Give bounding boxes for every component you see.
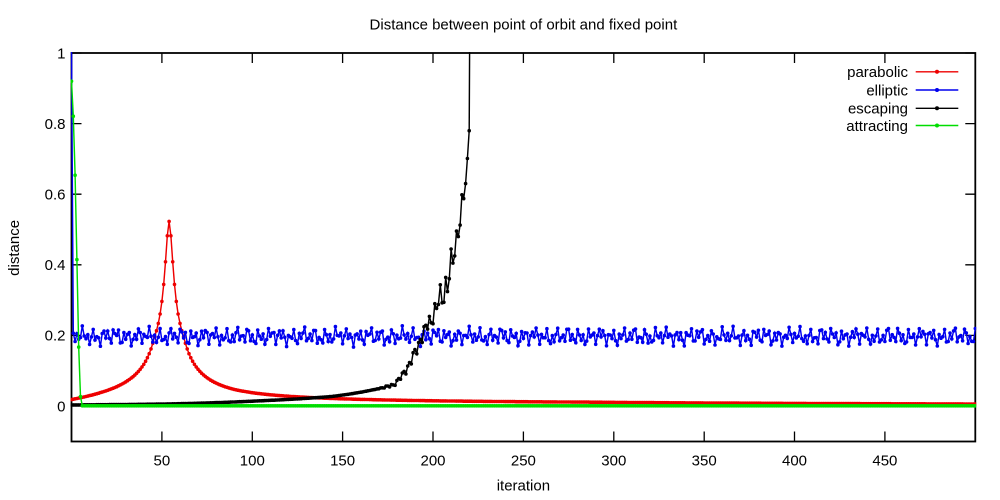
- svg-text:0: 0: [57, 398, 65, 415]
- svg-text:350: 350: [692, 453, 717, 470]
- svg-text:0.2: 0.2: [45, 328, 66, 345]
- svg-text:distance: distance: [6, 220, 23, 276]
- svg-text:100: 100: [240, 453, 265, 470]
- svg-text:450: 450: [872, 453, 897, 470]
- svg-text:escaping: escaping: [848, 101, 908, 118]
- svg-text:250: 250: [511, 453, 536, 470]
- svg-text:1: 1: [57, 45, 65, 62]
- svg-text:parabolic: parabolic: [847, 64, 908, 81]
- svg-text:attracting: attracting: [846, 118, 908, 135]
- svg-text:0.6: 0.6: [45, 187, 66, 204]
- svg-text:50: 50: [154, 453, 171, 470]
- svg-text:200: 200: [420, 453, 445, 470]
- svg-text:iteration: iteration: [497, 478, 550, 495]
- svg-text:Distance between point of orbi: Distance between point of orbit and fixe…: [370, 17, 679, 34]
- svg-text:elliptic: elliptic: [866, 82, 908, 99]
- svg-text:400: 400: [782, 453, 807, 470]
- svg-text:0.8: 0.8: [45, 116, 66, 133]
- svg-text:150: 150: [330, 453, 355, 470]
- svg-text:300: 300: [601, 453, 626, 470]
- svg-text:0.4: 0.4: [45, 257, 66, 274]
